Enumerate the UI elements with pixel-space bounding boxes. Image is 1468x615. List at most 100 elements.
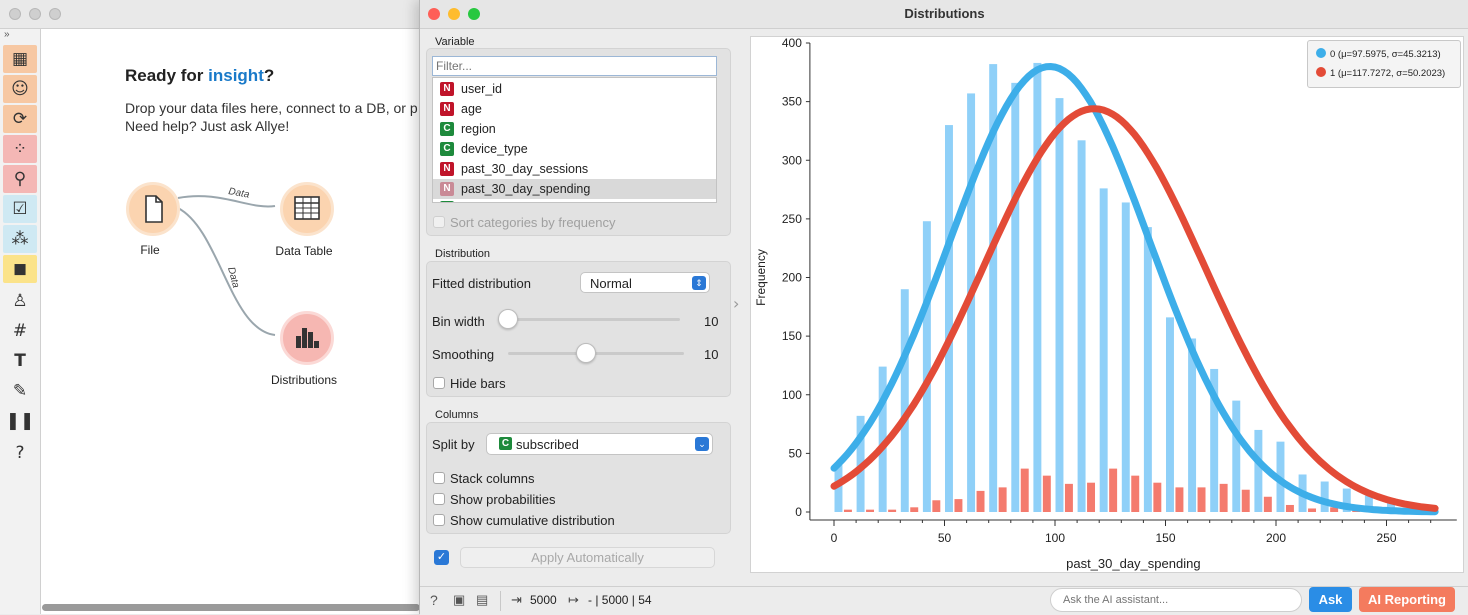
y-tick-label: 50 — [789, 446, 803, 460]
bar-series-0 — [922, 221, 931, 512]
chevron-right-icon[interactable]: › — [733, 294, 740, 313]
sort-by-frequency-checkbox[interactable] — [433, 216, 445, 228]
link-file-datatable — [177, 195, 276, 208]
y-tick-label: 250 — [782, 212, 802, 226]
output-icon: ↦ — [568, 592, 579, 607]
ask-button[interactable]: Ask — [1309, 587, 1352, 612]
fitted-distribution-select[interactable]: Normal ⇕ — [580, 272, 710, 293]
bar-series-1 — [1197, 487, 1206, 512]
bar-series-1 — [1241, 489, 1250, 512]
data-table-node[interactable] — [280, 182, 334, 236]
bar-series-0 — [967, 93, 976, 513]
numeric-icon: N — [440, 102, 454, 116]
bar-series-0 — [900, 289, 909, 512]
x-tick-label: 150 — [1155, 531, 1175, 545]
visualize-category-icon[interactable]: ⁘ — [3, 135, 37, 163]
bar-series-1 — [1087, 482, 1096, 512]
data-category-icon[interactable]: ▦ — [3, 45, 37, 73]
stack-columns-checkbox[interactable] — [433, 472, 445, 484]
fitted-distribution-label: Fitted distribution — [432, 276, 531, 291]
variable-section-label: Variable — [435, 36, 475, 48]
file-node-label: File — [140, 243, 160, 257]
show-cumulative-checkbox[interactable] — [433, 514, 445, 526]
addons-category-icon[interactable]: ◼ — [3, 255, 37, 283]
x-tick-label: 250 — [1376, 531, 1396, 545]
show-probabilities-checkbox[interactable] — [433, 493, 445, 505]
bar-series-0 — [1166, 317, 1174, 512]
plot-area[interactable]: 0 50 100 150 200 250 300 350 400 0 50 100 150 200 250 p… — [750, 36, 1464, 573]
bar-series-0 — [834, 465, 843, 512]
bin-width-label: Bin width — [432, 314, 485, 329]
sort-by-frequency-label: Sort categories by frequency — [450, 215, 616, 230]
ai-assistant-input[interactable] — [1050, 588, 1302, 612]
bar-series-0 — [1320, 481, 1329, 512]
ai-reporting-button[interactable]: AI Reporting — [1359, 587, 1455, 612]
hash-icon[interactable]: # — [12, 321, 28, 341]
distribution-section-label: Distribution — [435, 248, 491, 260]
help-icon[interactable]: ? — [430, 592, 438, 608]
numeric-icon: N — [440, 182, 454, 196]
pause-icon[interactable]: ❚❚ — [5, 411, 35, 431]
distributions-node[interactable] — [280, 311, 334, 365]
assistant-category-icon[interactable]: ☺ — [3, 75, 37, 103]
zoom-window-button[interactable] — [468, 8, 480, 20]
help-icon[interactable]: ? — [15, 443, 25, 463]
window-title: Distributions — [904, 6, 985, 21]
bar-series-1 — [1285, 504, 1294, 512]
close-window-button[interactable] — [9, 8, 21, 20]
show-cumulative-label: Show cumulative distribution — [450, 513, 615, 528]
save-icon[interactable]: ▣ — [453, 592, 466, 607]
stack-columns-label: Stack columns — [450, 471, 535, 486]
histogram-icon — [296, 328, 319, 348]
minimize-window-button[interactable] — [29, 8, 41, 20]
model-category-icon[interactable]: ⚲ — [3, 165, 37, 193]
categorical-icon: C — [440, 142, 454, 156]
distributions-node-label: Distributions — [270, 373, 338, 387]
close-window-button[interactable] — [428, 8, 440, 20]
minimize-window-button[interactable] — [448, 8, 460, 20]
collapse-icon[interactable]: » — [4, 29, 10, 40]
bar-series-1 — [1153, 482, 1162, 512]
transform-category-icon[interactable]: ⟳ — [3, 105, 37, 133]
chevron-down-icon: ⌄ — [695, 437, 709, 451]
smoothing-label: Smoothing — [432, 347, 495, 362]
input-count: 5000 — [530, 593, 557, 607]
bar-series-0 — [1143, 227, 1152, 512]
user-icon[interactable]: ♙ — [12, 291, 28, 311]
bar-series-0 — [1077, 140, 1086, 512]
canvas-horizontal-scrollbar[interactable] — [42, 604, 420, 611]
split-by-label: Split by — [432, 437, 475, 452]
smoothing-slider-handle[interactable] — [576, 343, 596, 363]
workflow-canvas[interactable] — [41, 29, 421, 614]
file-node[interactable] — [126, 182, 180, 236]
unsupervised-category-icon[interactable]: ⁂ — [3, 225, 37, 253]
apply-automatically-checkbox[interactable]: ✓ — [434, 550, 449, 565]
categorical-icon: C — [499, 437, 512, 450]
report-icon[interactable]: ▤ — [476, 592, 489, 607]
text-tool-icon[interactable]: T — [14, 351, 26, 371]
pen-tool-icon[interactable]: ✎ — [12, 381, 28, 401]
variable-filter-input[interactable] — [432, 56, 717, 76]
apply-button[interactable]: Apply Automatically — [460, 547, 715, 568]
bin-width-slider-handle[interactable] — [498, 309, 518, 329]
hide-bars-checkbox[interactable] — [433, 377, 445, 389]
widget-toolbox: » ▦ ☺ ⟳ ⁘ ⚲ ☑ ⁂ ◼ ♙ # T ✎ ❚❚ ? — [0, 29, 41, 614]
y-tick-label: 150 — [782, 329, 802, 343]
evaluate-category-icon[interactable]: ☑ — [3, 195, 37, 223]
bar-series-1 — [1109, 468, 1118, 512]
list-item-partial[interactable] — [433, 199, 716, 202]
smoothing-slider[interactable] — [508, 352, 684, 355]
bar-series-1 — [1308, 508, 1317, 512]
bar-series-0 — [945, 125, 953, 512]
bin-width-slider[interactable] — [508, 318, 680, 321]
split-by-select[interactable]: C subscribed ⌄ — [486, 433, 713, 455]
zoom-window-button[interactable] — [49, 8, 61, 20]
bar-series-1 — [843, 509, 852, 512]
